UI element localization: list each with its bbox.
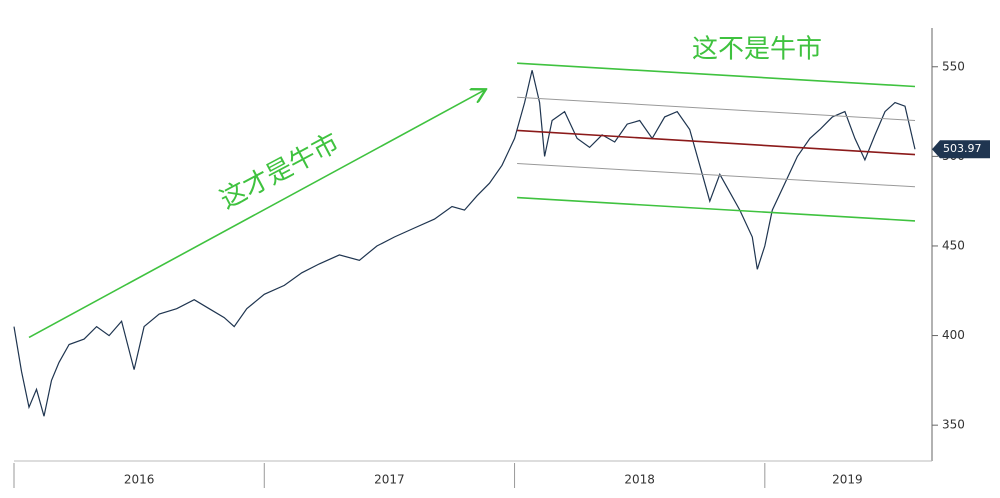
x-tick-label: 2016 (124, 473, 155, 487)
y-tick-label: 400 (942, 328, 965, 342)
x-tick-label: 2019 (832, 473, 863, 487)
x-tick-label: 2018 (624, 473, 655, 487)
trend-line (517, 62, 916, 88)
annotation: 这才是牛市 (215, 128, 344, 216)
trend-line (517, 163, 916, 188)
y-tick-label: 550 (942, 59, 965, 73)
last-price-box (932, 140, 990, 159)
y-tick-label: 350 (942, 418, 965, 432)
trend-line (517, 196, 916, 222)
trend-line (517, 96, 916, 121)
x-tick-label: 2017 (374, 473, 405, 487)
annotation: 这不是牛市 (692, 35, 822, 65)
last-price-label: 503.97 (943, 142, 982, 155)
y-tick-label: 450 (942, 238, 965, 252)
trend-line (28, 90, 485, 339)
price-line (13, 70, 916, 417)
trend-line (517, 129, 916, 156)
